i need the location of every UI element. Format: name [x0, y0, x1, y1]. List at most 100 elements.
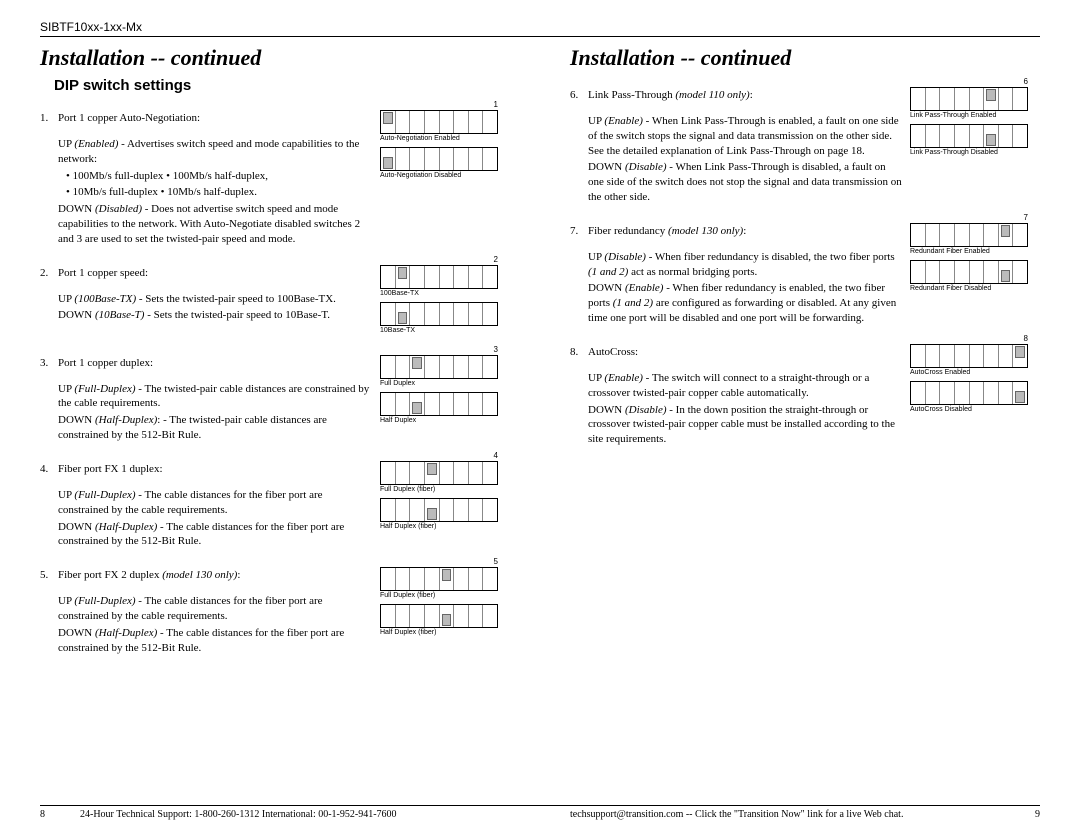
header-model: SIBTF10xx-1xx-Mx	[40, 20, 1040, 37]
dip-switch-slot	[911, 88, 926, 110]
dip-switch-slot	[1013, 224, 1027, 246]
dip-switch-slot	[483, 148, 497, 170]
dip-label: Full Duplex (fiber)	[380, 592, 498, 599]
dip-switch-slot	[970, 125, 985, 147]
dip-switch-slot	[999, 261, 1014, 283]
footer-text-left: 24-Hour Technical Support: 1-800-260-131…	[80, 809, 510, 820]
setting-item: 4.Fiber port FX 1 duplex:UP (Full-Duplex…	[40, 451, 510, 551]
dip-switch-slot	[970, 382, 985, 404]
dip-number: 8	[910, 334, 1028, 343]
dip-switch-slot	[955, 224, 970, 246]
dip-switch-slot	[926, 224, 941, 246]
dip-switch-slot	[911, 382, 926, 404]
dip-diagram-column: 1Auto-Negotiation EnabledAuto-Negotiatio…	[380, 100, 510, 184]
dip-switch-slot	[469, 568, 484, 590]
down-description: DOWN (Half-Duplex) - The cable distances…	[58, 520, 374, 550]
dip-toggle	[986, 134, 996, 146]
page-title-right: Installation -- continued	[570, 45, 1040, 71]
dip-switch-slot	[440, 356, 455, 378]
item-number: 6.	[570, 88, 588, 103]
dip-diagram-column: 3Full DuplexHalf Duplex	[380, 345, 510, 429]
dip-switch-slot	[381, 499, 396, 521]
item-text: 1.Port 1 copper Auto-Negotiation: UP (Ena…	[40, 100, 380, 249]
up-description: UP (Enable) - The switch will connect to…	[588, 371, 904, 401]
item-number: 1.	[40, 111, 58, 126]
dip-label: Full Duplex	[380, 380, 498, 387]
dip-switch-slot	[425, 148, 440, 170]
dip-switch-slot	[970, 345, 985, 367]
dip-switch-block	[910, 260, 1028, 284]
down-description: DOWN (Disable) - When Link Pass-Through …	[588, 160, 904, 205]
setting-item: 1.Port 1 copper Auto-Negotiation: UP (Ena…	[40, 100, 510, 249]
dip-switch-slot	[396, 393, 411, 415]
page-number-right: 9	[1000, 809, 1040, 820]
page-number-left: 8	[40, 809, 80, 820]
dip-switch-slot	[940, 125, 955, 147]
item-heading: Port 1 copper Auto-Negotiation:	[58, 112, 200, 124]
dip-switch-slot	[381, 356, 396, 378]
dip-label: Half Duplex (fiber)	[380, 629, 498, 636]
dip-number: 6	[910, 77, 1028, 86]
dip-switch-slot	[440, 266, 455, 288]
dip-switch-slot	[396, 266, 411, 288]
dip-switch-slot	[469, 266, 484, 288]
dip-switch-block	[380, 265, 498, 289]
dip-switch-slot	[1013, 345, 1027, 367]
dip-switch-slot	[469, 605, 484, 627]
dip-switch-slot	[940, 261, 955, 283]
item-number: 5.	[40, 568, 58, 583]
dip-switch-slot	[1013, 382, 1027, 404]
dip-switch-slot	[911, 261, 926, 283]
dip-switch-slot	[440, 605, 455, 627]
dip-switch-block	[910, 223, 1028, 247]
dip-switch-slot	[955, 88, 970, 110]
bullet-list: • 100Mb/s full-duplex • 100Mb/s half-dup…	[66, 169, 374, 201]
down-description: DOWN (Disabled) - Does not advertise swi…	[58, 202, 374, 247]
dip-toggle	[1015, 391, 1025, 403]
dip-switch-slot	[955, 345, 970, 367]
bullet: • 10Mb/s full-duplex • 10Mb/s half-duple…	[66, 185, 374, 200]
dip-number: 4	[380, 451, 498, 460]
dip-switch-slot	[984, 88, 999, 110]
dip-switch-slot	[425, 266, 440, 288]
dip-switch-slot	[999, 88, 1014, 110]
item-heading: Port 1 copper speed:	[58, 267, 148, 279]
dip-switch-slot	[454, 303, 469, 325]
dip-switch-slot	[926, 88, 941, 110]
dip-switch-slot	[483, 462, 497, 484]
dip-switch-block	[910, 87, 1028, 111]
dip-switch-slot	[410, 499, 425, 521]
dip-switch-slot	[410, 111, 425, 133]
dip-switch-slot	[970, 88, 985, 110]
dip-diagram-column: 7Redundant Fiber EnabledRedundant Fiber …	[910, 213, 1040, 297]
item-text: 3.Port 1 copper duplex:UP (Full-Duplex) …	[40, 345, 380, 445]
dip-toggle	[427, 463, 437, 475]
dip-label: Auto-Negotiation Enabled	[380, 135, 498, 142]
dip-switch-slot	[483, 303, 497, 325]
item-heading: Port 1 copper duplex:	[58, 357, 153, 369]
dip-switch-slot	[984, 224, 999, 246]
dip-switch-block	[380, 392, 498, 416]
dip-switch-slot	[410, 568, 425, 590]
dip-switch-slot	[454, 393, 469, 415]
dip-switch-slot	[425, 303, 440, 325]
dip-switch-slot	[483, 393, 497, 415]
dip-number: 3	[380, 345, 498, 354]
footer-text-right: techsupport@transition.com -- Click the …	[510, 809, 1000, 820]
setting-item: 7.Fiber redundancy (model 130 only):UP (…	[570, 213, 1040, 328]
dip-switch-slot	[381, 568, 396, 590]
dip-switch-slot	[483, 568, 497, 590]
up-description: UP (Enable) - When Link Pass-Through is …	[588, 114, 904, 159]
dip-switch-slot	[483, 266, 497, 288]
dip-toggle	[412, 402, 422, 414]
dip-switch-slot	[440, 148, 455, 170]
up-description: UP (Enabled) - Advertises switch speed a…	[58, 137, 374, 167]
setting-item: 5.Fiber port FX 2 duplex (model 130 only…	[40, 557, 510, 657]
dip-diagram-column: 6Link Pass-Through EnabledLink Pass-Thro…	[910, 77, 1040, 161]
dip-switch-slot	[410, 356, 425, 378]
dip-switch-slot	[469, 303, 484, 325]
item-text: 8.AutoCross:UP (Enable) - The switch wil…	[570, 334, 910, 449]
setting-item: 3.Port 1 copper duplex:UP (Full-Duplex) …	[40, 345, 510, 445]
item-text: 6.Link Pass-Through (model 110 only):UP …	[570, 77, 910, 207]
dip-label: Link Pass-Through Disabled	[910, 149, 1028, 156]
